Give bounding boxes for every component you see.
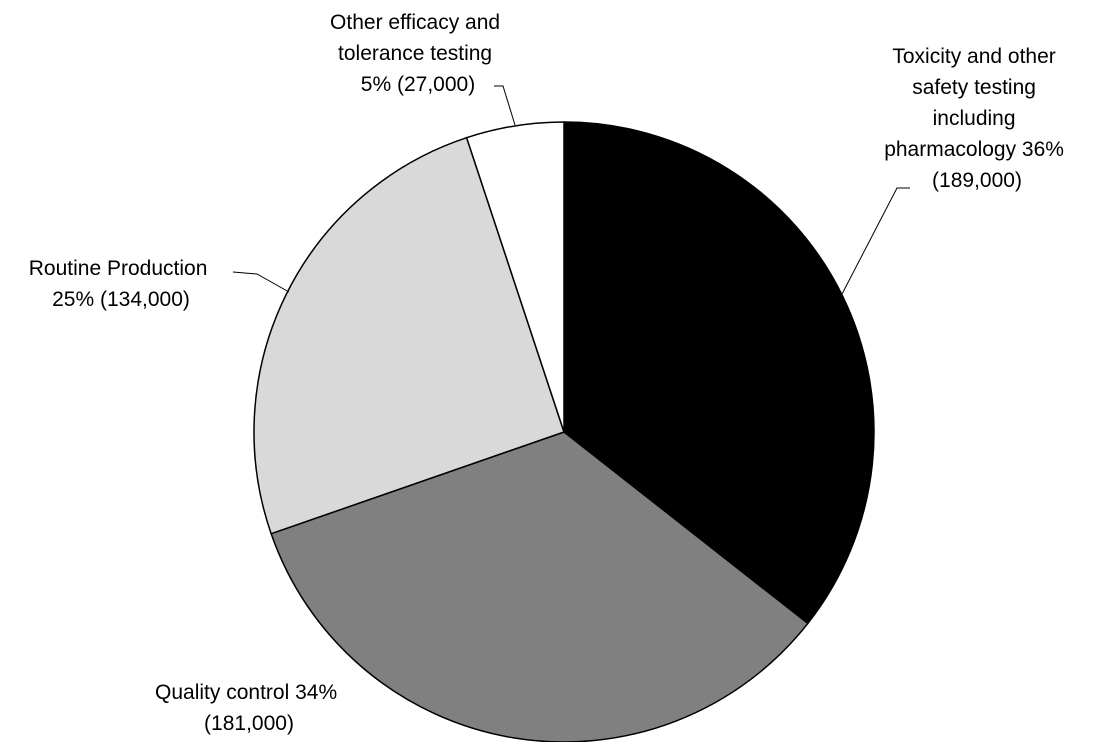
slice-label-quality-control: Quality control 34% (181,000) — [155, 681, 343, 735]
slice-labels: Toxicity and other safety testing includ… — [29, 11, 1070, 735]
slice-label-other-efficacy: Other efficacy and tolerance testing 5% … — [330, 11, 506, 96]
pie-slice-0 — [563, 121, 875, 625]
slice-label-routine-production: Routine Production 25% (134,000) — [29, 257, 213, 311]
pie-slices — [253, 121, 875, 742]
pie-slice-2 — [253, 136, 565, 535]
leader-line-other-efficacy — [494, 85, 516, 126]
leader-lines — [232, 85, 910, 297]
pie-slice-3 — [465, 121, 565, 433]
leader-line-routine-production — [232, 271, 290, 293]
slice-label-toxicity: Toxicity and other safety testing includ… — [884, 45, 1070, 192]
pie-slice-1 — [270, 431, 809, 742]
leader-line-toxicity — [840, 187, 910, 297]
